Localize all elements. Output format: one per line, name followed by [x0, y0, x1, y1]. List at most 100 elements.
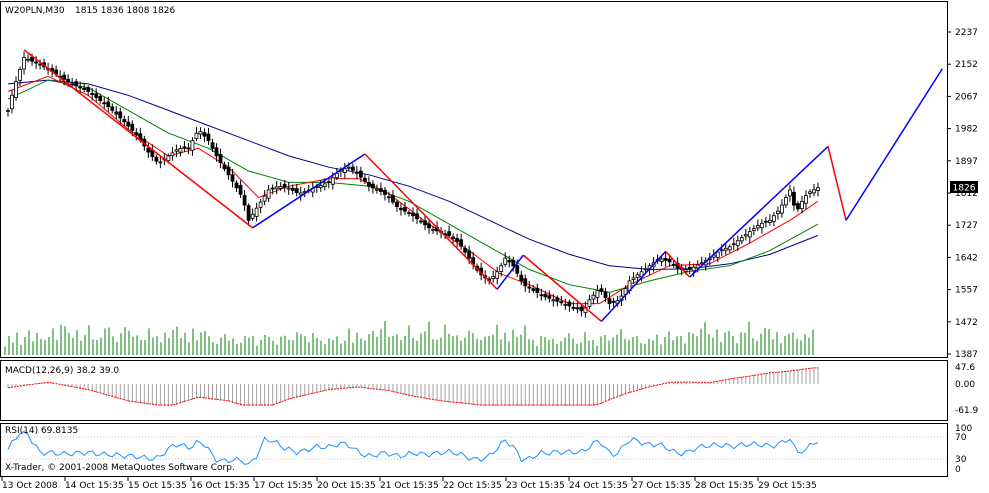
price-tick: 2067: [955, 92, 978, 102]
candle-body: [290, 187, 295, 191]
candle-body: [230, 174, 235, 182]
candle-body: [792, 191, 796, 206]
candle-body: [278, 186, 283, 189]
candle-body: [727, 246, 732, 251]
candle-body: [186, 147, 191, 150]
candle-body: [366, 182, 371, 187]
candle-body: [523, 278, 528, 287]
price-tick: 2152: [955, 60, 978, 70]
candle-body: [106, 101, 111, 108]
candle-body: [362, 177, 367, 183]
price-tick: 1387: [955, 350, 978, 360]
candle-body: [551, 299, 556, 302]
candle-body: [375, 188, 379, 191]
candle-body: [796, 203, 800, 210]
candle-body: [190, 140, 195, 151]
candle-body: [294, 188, 299, 194]
candle-body: [202, 132, 207, 137]
candle-body: [739, 237, 744, 242]
candle-body: [30, 56, 34, 62]
candle-body: [254, 207, 259, 217]
candle-body: [784, 197, 788, 206]
candle-body: [226, 166, 231, 176]
zigzag-segment: [845, 68, 943, 221]
zigzag-waves: [23, 49, 943, 322]
candle-body: [126, 121, 131, 127]
price-tick: 1642: [955, 253, 978, 263]
volume-bars: [4, 321, 814, 355]
time-tick: 29 Oct 15:35: [758, 481, 817, 491]
candle-body: [499, 265, 504, 272]
candle-body: [266, 189, 271, 199]
candle-body: [631, 277, 636, 280]
candle-body: [731, 243, 736, 246]
candle-body: [66, 78, 71, 83]
time-tick: 16 Oct 15:35: [191, 481, 250, 491]
candle-body: [663, 258, 668, 261]
zigzag-segment: [522, 254, 602, 322]
candle-body: [743, 234, 748, 237]
price-tick: 2237: [955, 28, 978, 38]
candle-body: [371, 183, 375, 189]
candle-body: [114, 111, 119, 115]
time-tick: 23 Oct 15:35: [506, 481, 565, 491]
candle-body: [455, 238, 460, 242]
candle-body: [511, 259, 516, 267]
rsi-panel[interactable]: [0, 423, 948, 477]
candle-body: [246, 205, 251, 221]
candle-body: [90, 93, 95, 95]
candle-body: [591, 294, 596, 300]
candle-body: [419, 220, 423, 223]
price-tick: 1472: [955, 318, 978, 328]
candle-body: [816, 187, 820, 191]
price-tick: 1812: [955, 189, 978, 199]
candle-body: [667, 258, 672, 263]
candle-body: [98, 96, 103, 101]
candle-body: [387, 196, 391, 199]
candle-body: [318, 185, 323, 189]
zigzag-segment: [23, 49, 254, 229]
rsi-tick-100: 100: [955, 424, 972, 434]
candle-body: [575, 307, 580, 310]
candle-body: [611, 300, 616, 303]
candle-body: [134, 132, 139, 136]
candle-body: [780, 204, 784, 214]
price-panel[interactable]: [0, 1, 948, 358]
candle-body: [118, 111, 123, 119]
candle-body: [755, 225, 760, 229]
candle-body: [166, 155, 171, 162]
candle-body: [495, 271, 500, 279]
macd-histogram: [7, 367, 819, 407]
candle-body: [788, 189, 792, 197]
rsi-tick-30: 30: [955, 455, 967, 465]
macd-tick-zero: 0.00: [955, 380, 975, 390]
candle-body: [326, 181, 331, 184]
candle-body: [354, 171, 359, 174]
candle-body: [559, 301, 564, 304]
macd-tick-top: 47.6: [955, 363, 975, 373]
candle-body: [242, 195, 247, 206]
candle-body: [691, 266, 696, 272]
candle-body: [110, 106, 115, 111]
candle-body: [130, 123, 135, 131]
candle-body: [6, 110, 10, 112]
candle-body: [800, 200, 804, 210]
macd-panel[interactable]: [0, 360, 948, 421]
ma-slow-line: [7, 79, 819, 271]
candle-body: [587, 299, 592, 307]
candle-body: [771, 215, 776, 222]
candle-body: [358, 170, 363, 178]
rsi-tick-70: 70: [955, 433, 967, 443]
candle-body: [527, 286, 532, 289]
candle-body: [322, 183, 327, 187]
candle-body: [158, 161, 163, 164]
rsi-tick-0: 0: [955, 465, 961, 475]
zigzag-segment: [496, 254, 524, 290]
candle-body: [22, 56, 26, 70]
candle-body: [34, 61, 38, 64]
candle-body: [535, 287, 540, 294]
time-tick: 15 Oct 15:35: [128, 481, 187, 491]
candle-body: [286, 187, 291, 190]
candle-body: [154, 156, 159, 162]
candle-body: [234, 182, 239, 189]
